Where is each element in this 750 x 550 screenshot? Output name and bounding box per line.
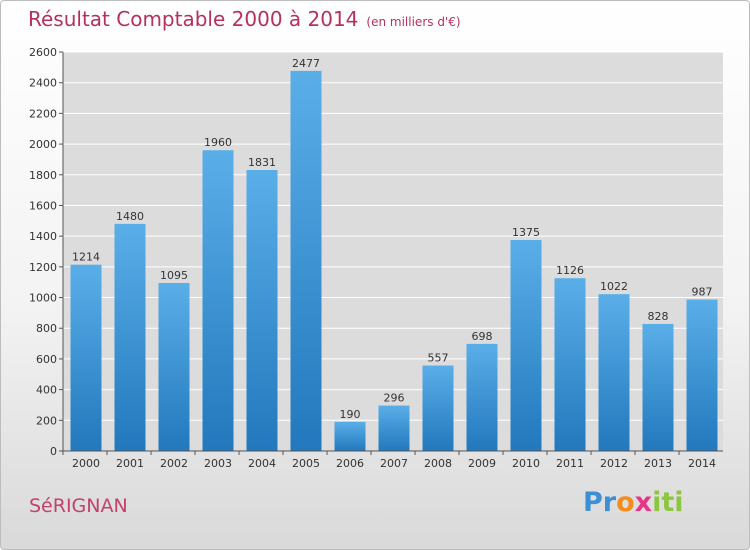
bar-2012 [598,294,630,451]
x-tick-label: 2005 [292,457,320,470]
bar-2011 [554,278,586,451]
bar-2006 [334,421,366,451]
x-tick-label: 2010 [512,457,540,470]
y-tick-label: 1400 [29,230,57,243]
bar-2009 [466,343,498,451]
data-label-2001: 1480 [116,210,144,223]
y-tick-label: 800 [36,322,57,335]
data-label-2010: 1375 [512,226,540,239]
bar-2001 [114,223,146,451]
proxiti-logo: Proxiti [583,487,684,518]
x-tick-label: 2011 [556,457,584,470]
bar-2013 [642,323,674,451]
y-tick-label: 1600 [29,199,57,212]
chart-subtitle: (en milliers d'€) [366,15,461,29]
x-tick-label: 2000 [72,457,100,470]
y-tick-label: 1800 [29,169,57,182]
bar-2014 [686,299,718,451]
y-tick-label: 400 [36,384,57,397]
data-label-2004: 1831 [248,156,276,169]
chart-title: Résultat Comptable 2000 à 2014 (en millie… [28,7,461,31]
x-axis: 2000 2001 2002 2003 2004 2005 2006 2007 2008 2009… [62,450,723,470]
y-tick-label: 2400 [29,77,57,90]
place-name: SéRIGNAN [29,495,128,517]
x-tick-label: 2007 [380,457,408,470]
bar-2007 [378,405,410,451]
data-label-2000: 1214 [72,251,100,264]
x-tick-label: 2014 [688,457,716,470]
x-tick-label: 2003 [204,457,232,470]
x-tick-label: 2009 [468,457,496,470]
data-label-2008: 557 [428,352,449,365]
data-label-2002: 1095 [160,269,188,282]
y-tick-label: 0 [50,445,57,458]
bar-2004 [246,170,278,452]
x-tick-label: 2013 [644,457,672,470]
x-tick-label: 2002 [160,457,188,470]
bars: 1214 1480 1095 1960 1831 2477 190 296 557 698 1375… [70,57,718,452]
bar-2010 [510,239,542,451]
bar-2002 [158,282,190,451]
y-tick-label: 200 [36,414,57,427]
data-label-2007: 296 [384,392,405,405]
data-label-2012: 1022 [600,280,628,293]
x-tick-label: 2004 [248,457,276,470]
y-tick-label: 600 [36,353,57,366]
y-tick-label: 2600 [29,46,57,59]
y-tick-label: 2200 [29,107,57,120]
x-tick-label: 2001 [116,457,144,470]
x-tick-label: 2012 [600,457,628,470]
data-label-2006: 190 [340,408,361,421]
y-tick-label: 1000 [29,292,57,305]
data-label-2005: 2477 [292,57,320,70]
y-tick-label: 1200 [29,261,57,274]
data-label-2003: 1960 [204,136,232,149]
bar-2000 [70,264,102,451]
y-tick-label: 2000 [29,138,57,151]
x-tick-label: 2008 [424,457,452,470]
data-label-2014: 987 [692,286,713,299]
bar-2003 [202,150,234,451]
data-label-2011: 1126 [556,264,584,277]
y-axis: 0 200 400 600 800 1000 1200 1400 1600 1800 2000 220… [29,46,64,458]
data-label-2009: 698 [472,330,493,343]
bar-2008 [422,365,454,451]
bar-2005 [290,70,322,452]
data-label-2013: 828 [648,310,669,323]
x-tick-label: 2006 [336,457,364,470]
